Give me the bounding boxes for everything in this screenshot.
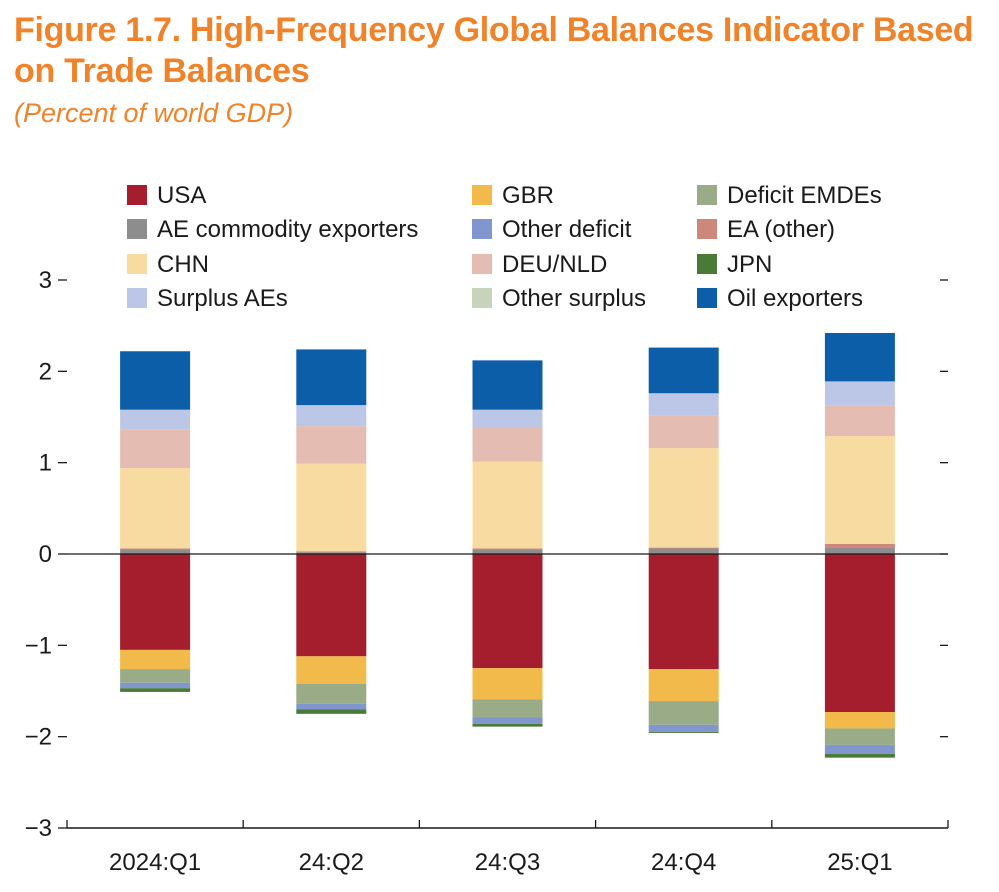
bar-segment-ae-commodity-exporters-4 (824, 547, 895, 554)
bar-segment-jpn-4 (824, 754, 895, 758)
legend-swatch (472, 254, 492, 274)
y-tick-label: 2 (39, 358, 52, 385)
y-tick-label: 0 (39, 541, 52, 568)
legend-swatch (127, 254, 147, 274)
legend-label: USA (157, 182, 206, 209)
bar-segment-ea-other--0 (120, 548, 191, 550)
bar-segment-deu-nld-1 (296, 426, 367, 464)
bar-segment-gbr-1 (296, 656, 367, 684)
bar-segment-other-deficit-4 (824, 744, 895, 755)
legend-swatch (697, 219, 717, 239)
chart-subtitle: (Percent of world GDP) (14, 98, 294, 128)
legend-label: GBR (502, 182, 554, 209)
legend-label: Other deficit (502, 216, 632, 243)
bar-segment-usa-1 (296, 554, 367, 657)
bar-segment-gbr-2 (472, 668, 543, 700)
bar-segment-surplus-aes-2 (472, 409, 543, 428)
bar-segment-other-deficit-0 (120, 682, 191, 689)
bar-segment-jpn-3 (648, 732, 719, 734)
legend-swatch (472, 288, 492, 308)
bar-segment-oil-exporters-1 (296, 349, 367, 406)
bar-segment-usa-3 (648, 554, 719, 670)
bar-segment-other-deficit-1 (296, 703, 367, 710)
bar-segment-gbr-0 (120, 649, 191, 670)
bar-segment-deficit-emdes-4 (824, 728, 895, 745)
bar-segment-oil-exporters-3 (648, 347, 719, 394)
legend-label: CHN (157, 251, 209, 278)
bar-segment-surplus-aes-3 (648, 393, 719, 416)
x-tick-label: 24:Q2 (299, 849, 364, 876)
legend: USA GBR Deficit EMDEs AE commodity exporter… (127, 182, 882, 312)
x-tick-label: 25:Q1 (827, 849, 892, 876)
bar-segment-deficit-emdes-1 (296, 683, 367, 704)
bar-segment-gbr-4 (824, 712, 895, 729)
legend-swatch (127, 219, 147, 239)
bar-segment-ae-commodity-exporters-1 (296, 552, 367, 554)
bar-segment-ea-other--2 (472, 548, 543, 550)
legend-label: Surplus AEs (157, 285, 288, 312)
bar-segment-ea-other--4 (824, 543, 895, 548)
bar-segment-other-deficit-3 (648, 724, 719, 733)
y-tick-label: 1 (39, 450, 52, 477)
bar-segment-deficit-emdes-2 (472, 699, 543, 718)
bar-segment-ae-commodity-exporters-0 (120, 549, 191, 554)
chart-title: Figure 1.7. High-Frequency Global Balanc… (14, 11, 974, 90)
x-tick-label: 2024:Q1 (109, 849, 201, 876)
bar-segment-oil-exporters-4 (824, 332, 895, 382)
legend-label: JPN (727, 251, 772, 278)
bar-segment-gbr-3 (648, 669, 719, 702)
bar-segment-deficit-emdes-3 (648, 701, 719, 725)
x-tick-label: 24:Q4 (651, 849, 716, 876)
legend-label: DEU/NLD (502, 251, 607, 278)
bar-segment-oil-exporters-2 (472, 360, 543, 410)
legend-label: EA (other) (727, 216, 835, 243)
legend-label: Oil exporters (727, 285, 863, 312)
bar-segment-other-deficit-2 (472, 717, 543, 724)
bar-segment-chn-4 (824, 436, 895, 544)
legend-swatch (697, 185, 717, 205)
legend-swatch (697, 254, 717, 274)
bar-segment-surplus-aes-0 (120, 409, 191, 430)
bar-segment-deu-nld-0 (120, 429, 191, 469)
bar-segment-surplus-aes-1 (296, 405, 367, 427)
y-tick-label: 3 (39, 267, 52, 294)
legend-swatch (127, 185, 147, 205)
bar-segment-deficit-emdes-0 (120, 669, 191, 683)
y-tick-label: −2 (25, 724, 52, 751)
bar-segment-surplus-aes-4 (824, 381, 895, 406)
legend-label: AE commodity exporters (157, 216, 418, 243)
bar-segment-ea-other--3 (648, 547, 719, 549)
bar-segment-chn-0 (120, 468, 191, 549)
bar-segment-usa-4 (824, 554, 895, 713)
bar-segment-ea-other--1 (296, 551, 367, 553)
bar-segment-chn-3 (648, 448, 719, 548)
bar-segment-chn-2 (472, 461, 543, 549)
legend-swatch (127, 288, 147, 308)
bar-segment-ae-commodity-exporters-2 (472, 549, 543, 554)
bar-segment-usa-0 (120, 554, 191, 650)
bar-segment-deu-nld-4 (824, 405, 895, 437)
bar-segment-jpn-1 (296, 709, 367, 714)
bars (120, 332, 895, 758)
legend-swatch (472, 185, 492, 205)
axes: 3 2 1 0 −1 −2 −3 2024:Q1 24:Q2 24:Q3 24:Q4 25:Q1 (25, 267, 949, 876)
bar-segment-chn-1 (296, 463, 367, 552)
bar-segment-deu-nld-2 (472, 427, 543, 462)
y-tick-label: −1 (25, 632, 52, 659)
y-tick-label: −3 (25, 815, 52, 842)
bar-segment-ae-commodity-exporters-3 (648, 548, 719, 554)
legend-label: Other surplus (502, 285, 646, 312)
bar-segment-oil-exporters-0 (120, 351, 191, 410)
x-tick-label: 24:Q3 (475, 849, 540, 876)
bar-segment-jpn-0 (120, 688, 191, 692)
bar-segment-jpn-2 (472, 723, 543, 727)
legend-label: Deficit EMDEs (727, 182, 882, 209)
bar-segment-deu-nld-3 (648, 415, 719, 449)
bar-segment-usa-2 (472, 554, 543, 669)
legend-swatch (472, 219, 492, 239)
legend-swatch (697, 288, 717, 308)
